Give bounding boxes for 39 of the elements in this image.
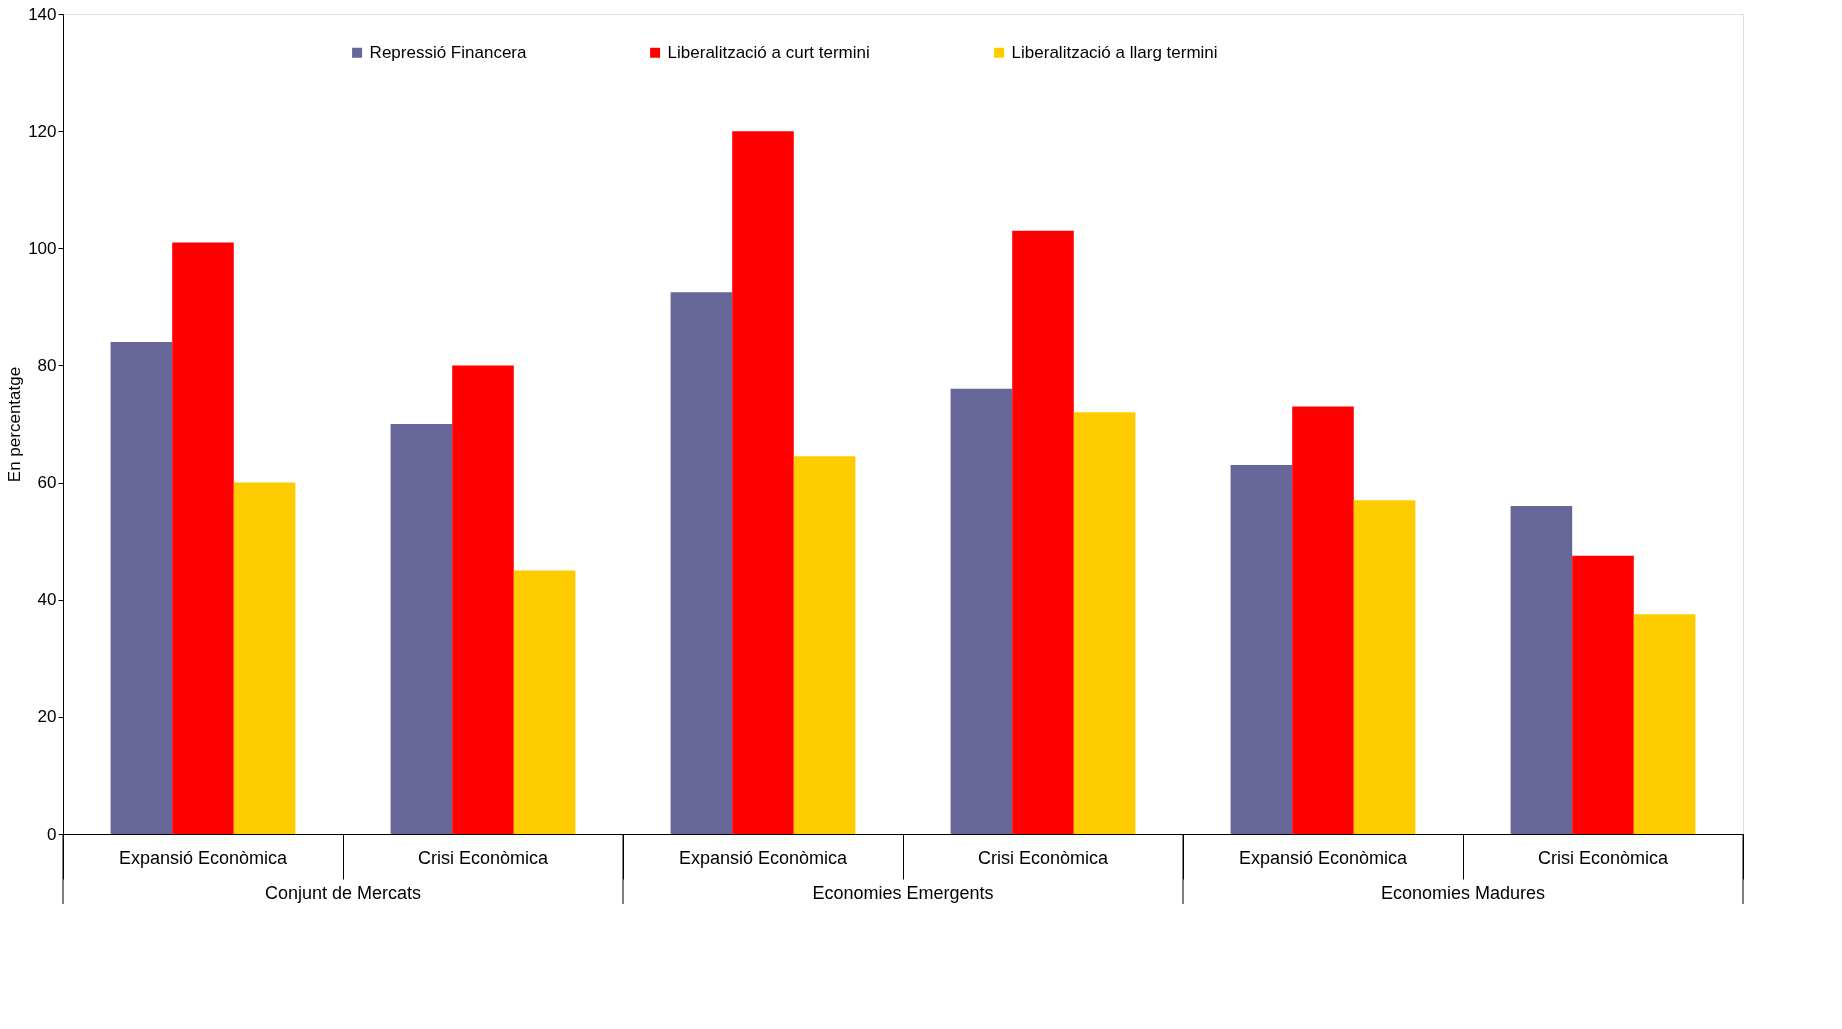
bar [172, 242, 234, 834]
x-tick-label: Crisi Econòmica [1537, 848, 1669, 868]
bar [793, 456, 856, 834]
y-tick-label: 60 [37, 473, 57, 493]
x-tick-label: Crisi Econòmica [977, 848, 1109, 868]
bar [1012, 230, 1074, 834]
y-tick-label: 140 [28, 4, 57, 24]
y-tick-label: 0 [47, 824, 57, 844]
bar [1510, 506, 1573, 834]
text: Economies Emergents [812, 883, 994, 903]
x-tick-label: Expansió Econòmica [1238, 848, 1409, 868]
legend-label: Repressió Financera [369, 42, 527, 62]
y-axis-title: En percentatge [5, 366, 25, 483]
y-tick-label: 120 [28, 121, 57, 141]
legend-label: Liberalització a llarg termini [1011, 42, 1218, 62]
bar [1292, 406, 1354, 834]
bar [950, 388, 1013, 834]
y-tick-label: 40 [37, 590, 57, 610]
bar [670, 292, 733, 834]
bar [732, 131, 794, 834]
y-tick-label: 80 [37, 355, 57, 375]
legend-label: Liberalització a curt termini [667, 42, 870, 62]
text: Conjunt de Mercats [264, 883, 422, 903]
bar [1230, 465, 1293, 834]
x-tick-label: Expansió Econòmica [678, 848, 849, 868]
bar [452, 365, 514, 834]
bar [233, 482, 296, 834]
y-tick-label: 100 [28, 238, 57, 258]
bar [1633, 614, 1696, 834]
bar [110, 342, 173, 834]
bar [513, 570, 576, 834]
bar [390, 424, 453, 834]
text: Economies Madures [1380, 883, 1546, 903]
x-tick-label: Expansió Econòmica [118, 848, 289, 868]
bar [1073, 412, 1136, 834]
bar [1572, 555, 1634, 834]
x-tick-label: Crisi Econòmica [417, 848, 549, 868]
bar [1353, 500, 1416, 834]
y-tick-label: 20 [37, 707, 57, 727]
